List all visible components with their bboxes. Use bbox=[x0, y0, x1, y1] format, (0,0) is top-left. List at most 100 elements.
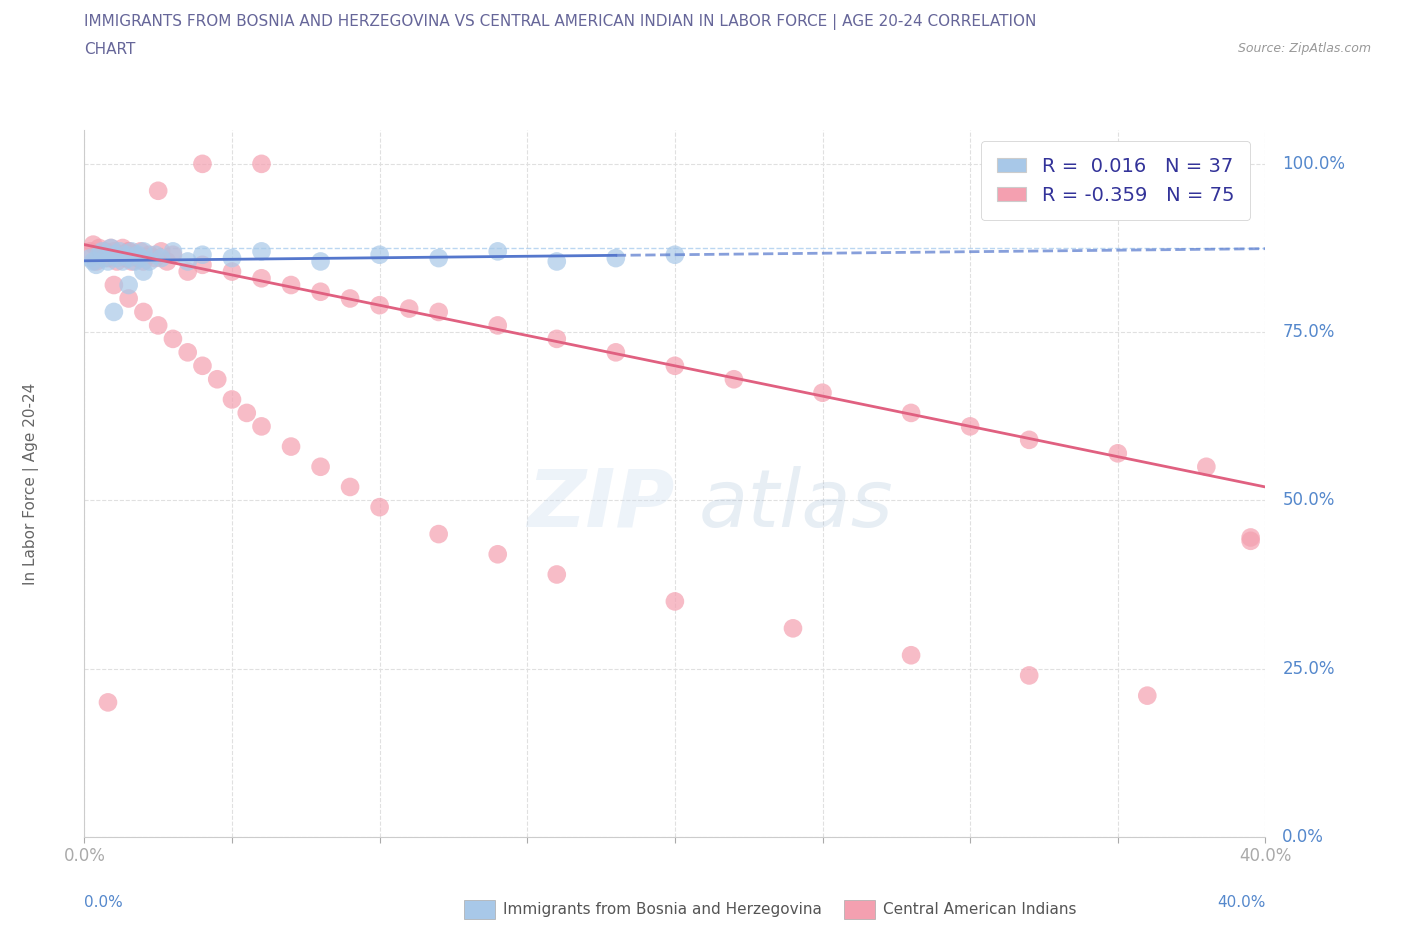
Point bbox=[100, 241, 122, 256]
Point bbox=[664, 594, 686, 609]
Point bbox=[105, 254, 128, 269]
Text: ZIP: ZIP bbox=[527, 466, 675, 544]
Point bbox=[280, 277, 302, 292]
Point bbox=[427, 251, 450, 266]
Point bbox=[132, 264, 155, 279]
Point bbox=[191, 156, 214, 171]
Point bbox=[87, 241, 111, 256]
Point bbox=[111, 254, 134, 269]
Point bbox=[97, 254, 120, 269]
Point bbox=[1195, 459, 1218, 474]
Point bbox=[114, 247, 136, 262]
Text: 50.0%: 50.0% bbox=[1282, 491, 1334, 510]
Point bbox=[118, 291, 141, 306]
Point bbox=[111, 241, 134, 256]
Point bbox=[124, 254, 146, 269]
Point bbox=[546, 254, 568, 269]
Point bbox=[148, 318, 170, 333]
Text: atlas: atlas bbox=[699, 466, 893, 544]
Point bbox=[664, 358, 686, 373]
Point bbox=[177, 254, 200, 269]
Point bbox=[103, 277, 125, 292]
Point bbox=[82, 254, 104, 269]
Point bbox=[250, 156, 273, 171]
Point bbox=[177, 264, 200, 279]
Point bbox=[235, 405, 259, 420]
Point bbox=[91, 247, 114, 262]
Point bbox=[162, 244, 184, 259]
Point bbox=[546, 567, 568, 582]
Point bbox=[546, 331, 568, 346]
Point bbox=[129, 244, 152, 259]
Point bbox=[1018, 432, 1040, 447]
Point bbox=[127, 247, 149, 262]
Point bbox=[103, 247, 125, 262]
Point bbox=[118, 244, 141, 259]
Point bbox=[1240, 534, 1263, 549]
Point bbox=[250, 244, 273, 259]
Point bbox=[1136, 688, 1159, 703]
Point bbox=[118, 251, 141, 266]
Point bbox=[309, 285, 332, 299]
Point bbox=[486, 244, 509, 259]
Point bbox=[398, 301, 420, 316]
Point bbox=[368, 298, 391, 312]
Point bbox=[309, 459, 332, 474]
Point bbox=[79, 244, 101, 259]
Text: 100.0%: 100.0% bbox=[1282, 155, 1346, 173]
Point bbox=[205, 372, 228, 387]
Point bbox=[427, 526, 450, 541]
Point bbox=[143, 247, 166, 262]
Point bbox=[94, 251, 117, 266]
Point bbox=[118, 277, 141, 292]
Point bbox=[162, 247, 184, 262]
Point bbox=[486, 318, 509, 333]
Point bbox=[959, 418, 981, 433]
Point bbox=[191, 358, 214, 373]
Point bbox=[105, 251, 128, 266]
Text: 0.0%: 0.0% bbox=[1282, 828, 1324, 846]
Point bbox=[138, 254, 160, 269]
Point bbox=[191, 247, 214, 262]
Point bbox=[132, 304, 155, 319]
Point bbox=[339, 480, 361, 495]
Point bbox=[221, 392, 243, 407]
Point bbox=[84, 258, 107, 272]
Point bbox=[150, 251, 173, 266]
Point bbox=[103, 244, 125, 259]
Point bbox=[132, 244, 155, 259]
Point bbox=[900, 405, 922, 420]
Point bbox=[339, 291, 361, 306]
Point bbox=[143, 251, 166, 266]
Point bbox=[108, 247, 131, 262]
Text: 0.0%: 0.0% bbox=[84, 895, 124, 910]
Point bbox=[94, 244, 117, 259]
Point bbox=[1018, 668, 1040, 683]
Point bbox=[84, 254, 107, 269]
Point bbox=[664, 247, 686, 262]
Point bbox=[1107, 445, 1129, 460]
Point bbox=[97, 695, 120, 710]
Point bbox=[91, 244, 114, 259]
Text: Central American Indians: Central American Indians bbox=[883, 902, 1077, 917]
Point bbox=[900, 648, 922, 663]
Text: In Labor Force | Age 20-24: In Labor Force | Age 20-24 bbox=[22, 382, 39, 585]
Point bbox=[150, 244, 173, 259]
Point bbox=[250, 418, 273, 433]
Point bbox=[121, 244, 143, 259]
Point bbox=[156, 254, 179, 269]
Point bbox=[124, 247, 146, 262]
Point bbox=[132, 254, 155, 269]
Point bbox=[605, 251, 627, 266]
Point bbox=[162, 331, 184, 346]
Point bbox=[100, 241, 122, 256]
Point bbox=[221, 251, 243, 266]
Point bbox=[97, 251, 120, 266]
Point bbox=[250, 271, 273, 286]
Point bbox=[486, 547, 509, 562]
Point bbox=[87, 247, 111, 262]
Text: Source: ZipAtlas.com: Source: ZipAtlas.com bbox=[1237, 42, 1371, 55]
Point bbox=[118, 244, 141, 259]
Point bbox=[191, 258, 214, 272]
Point bbox=[427, 304, 450, 319]
